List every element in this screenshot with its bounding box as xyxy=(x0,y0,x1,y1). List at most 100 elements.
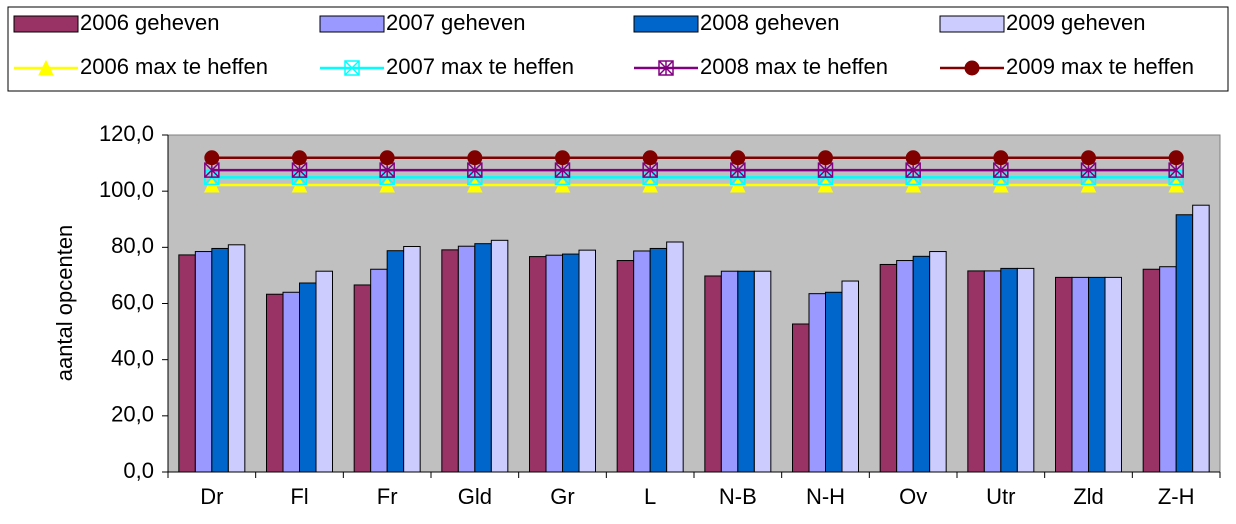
bar xyxy=(753,270,772,473)
marker-shape xyxy=(204,150,220,166)
y-tick-label: 40,0 xyxy=(111,345,154,370)
bar xyxy=(370,268,388,473)
marker-shape xyxy=(467,162,483,178)
marker xyxy=(467,150,483,166)
marker-shape xyxy=(993,150,1009,166)
y-tick-label: 0,0 xyxy=(123,458,154,483)
marker xyxy=(658,60,674,76)
marker xyxy=(344,60,360,76)
bar xyxy=(808,293,826,473)
bar xyxy=(403,245,421,473)
x-tick-label: Fr xyxy=(377,484,398,509)
bar xyxy=(737,270,755,473)
marker-shape xyxy=(38,59,54,76)
bar xyxy=(299,282,317,473)
legend-swatch xyxy=(633,15,699,33)
bar xyxy=(227,244,246,473)
marker-shape xyxy=(292,150,307,166)
marker-shape xyxy=(379,162,395,178)
y-axis-title: aantal opcenten xyxy=(52,225,77,382)
x-tick-label: Gld xyxy=(458,484,492,509)
x-tick-label: Fl xyxy=(290,484,308,509)
bar xyxy=(720,270,739,473)
marker-shape xyxy=(204,162,220,178)
legend-label: 2009 max te heffen xyxy=(1006,54,1194,79)
marker xyxy=(818,150,833,166)
y-tick-label: 120,0 xyxy=(99,121,154,146)
bar xyxy=(1159,266,1177,473)
bar xyxy=(649,247,668,473)
marker-shape xyxy=(818,150,833,166)
bar xyxy=(353,284,372,473)
marker-shape xyxy=(555,150,570,166)
legend-label: 2006 max te heffen xyxy=(80,54,268,79)
marker-shape xyxy=(993,162,1009,178)
bar xyxy=(545,254,563,473)
bar xyxy=(633,250,651,473)
marker-shape xyxy=(905,162,921,178)
bar xyxy=(1142,268,1161,473)
bar xyxy=(578,249,596,473)
legend-label: 2007 geheven xyxy=(386,10,525,35)
x-tick-label: Ov xyxy=(899,484,927,509)
bar xyxy=(1192,204,1210,473)
marker xyxy=(1168,150,1184,166)
bar xyxy=(879,263,898,473)
marker xyxy=(993,150,1009,166)
marker-shape xyxy=(1080,162,1097,178)
bar xyxy=(211,247,229,473)
bar xyxy=(666,241,684,473)
marker-shape xyxy=(730,162,746,178)
marker xyxy=(730,150,746,166)
marker xyxy=(292,150,307,166)
y-tick-label: 60,0 xyxy=(111,289,154,314)
x-tick-label: N-H xyxy=(806,484,845,509)
x-tick-label: L xyxy=(644,484,656,509)
legend-label: 2009 geheven xyxy=(1006,10,1145,35)
marker-shape xyxy=(344,60,360,76)
marker xyxy=(555,150,570,166)
x-tick-label: Dr xyxy=(200,484,223,509)
marker-shape xyxy=(467,150,483,166)
marker-shape xyxy=(554,162,571,178)
marker-shape xyxy=(1168,150,1184,166)
marker-shape xyxy=(658,60,674,76)
marker xyxy=(964,60,980,76)
bar xyxy=(1071,276,1089,473)
bar xyxy=(983,270,1002,473)
marker-shape xyxy=(817,162,834,178)
marker-shape xyxy=(642,150,658,166)
bar xyxy=(194,251,213,473)
bar xyxy=(457,245,476,473)
bar xyxy=(386,250,405,473)
bar xyxy=(929,251,947,473)
marker-shape xyxy=(1168,162,1184,178)
bar xyxy=(562,253,580,473)
legend-box xyxy=(7,6,1229,92)
x-tick-label: Z-H xyxy=(1158,484,1195,509)
marker-shape xyxy=(905,150,921,166)
bar xyxy=(1000,267,1018,473)
legend-label: 2006 geheven xyxy=(80,10,219,35)
legend-swatch xyxy=(319,15,385,33)
bar xyxy=(912,255,931,473)
marker xyxy=(204,150,220,166)
marker xyxy=(905,150,921,166)
y-tick-label: 100,0 xyxy=(99,177,154,202)
legend-label: 2008 max te heffen xyxy=(700,54,888,79)
bar xyxy=(967,270,985,473)
bar xyxy=(474,243,492,473)
marker-shape xyxy=(730,150,746,166)
bar xyxy=(529,256,547,473)
bar xyxy=(441,249,459,473)
bar xyxy=(282,291,300,473)
bar xyxy=(841,280,859,473)
bar xyxy=(178,254,196,473)
legend-swatch xyxy=(13,15,79,33)
x-tick-label: Zld xyxy=(1073,484,1104,509)
bar xyxy=(315,270,333,473)
bar xyxy=(490,239,509,473)
marker xyxy=(1081,150,1096,166)
marker xyxy=(642,150,658,166)
